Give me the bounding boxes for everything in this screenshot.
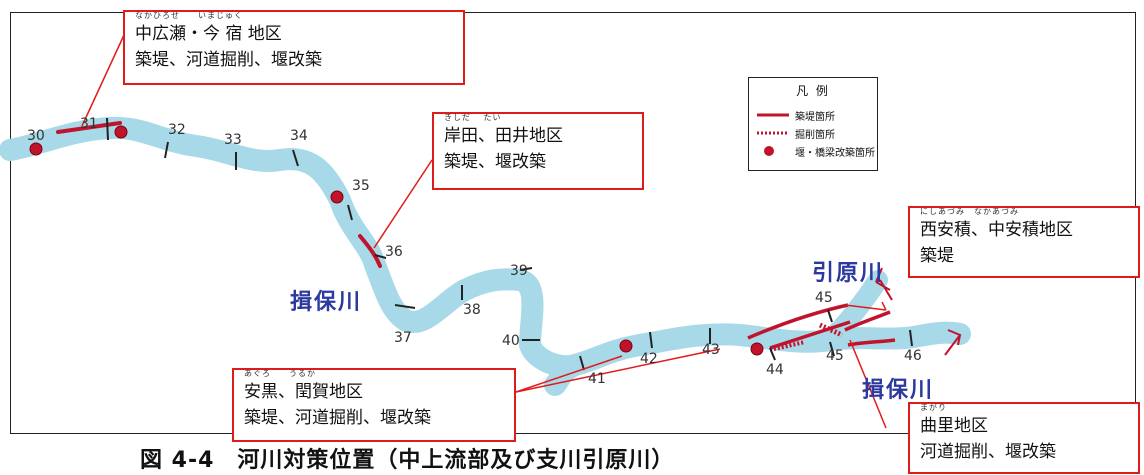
weir-42 xyxy=(619,339,633,353)
ruby-text: まがり xyxy=(920,403,947,412)
distance-marker-label: 44 xyxy=(766,362,784,378)
leader-kishida xyxy=(373,159,433,249)
ruby-text: にしあづみ なかあづみ xyxy=(920,207,1019,216)
leader-aguro-2 xyxy=(515,348,721,393)
area-name: 岸田、田井地区 xyxy=(444,126,563,146)
distance-marker-label: 32 xyxy=(168,122,186,138)
leader-nishiazumi-2 xyxy=(881,301,887,311)
area-name: 西安積、中安積地区 xyxy=(920,220,1073,240)
arrow-ibo-upstream xyxy=(944,329,962,356)
distance-marker-label: 33 xyxy=(224,132,242,148)
distance-marker-label: 39 xyxy=(510,263,528,279)
embankment-nishiazumi-2 xyxy=(769,320,851,350)
dotted-line-icon xyxy=(755,126,791,140)
leader-magari xyxy=(849,339,887,429)
river-label-ibo-right: 揖保川 xyxy=(862,378,935,403)
leader-aguro-1 xyxy=(515,355,623,393)
legend-label: 堰・橋梁改築箇所 xyxy=(795,147,875,159)
area-name: 曲里地区 xyxy=(920,416,988,436)
distance-marker-label: 30 xyxy=(27,128,45,144)
works-list: 河道掘削、堰改築 xyxy=(920,441,1056,462)
figure-caption: 図 4-4 河川対策位置（中上流部及び支川引原川） xyxy=(140,448,675,473)
callout-nishiazumi: にしあづみ なかあづみ 西安積、中安積地区 築堤 xyxy=(908,206,1140,278)
river-ibo xyxy=(0,116,971,378)
arrow-hikihara xyxy=(875,267,893,301)
legend-row-excavation: 掘削箇所 xyxy=(755,126,835,141)
distance-marker-label: 35 xyxy=(352,178,370,194)
solid-line-icon xyxy=(755,108,791,122)
works-list: 築堤 xyxy=(920,245,954,266)
callout-nakahirose: なかひろせ いまじゅく 中広瀬・今 宿 地区 築堤、河道掘削、堰改築 xyxy=(123,10,465,85)
distance-marker-label: 34 xyxy=(290,128,308,144)
works-list: 築堤、河道掘削、堰改築 xyxy=(244,407,431,428)
weir-44 xyxy=(750,342,764,356)
legend-title: 凡 例 xyxy=(796,84,830,98)
distance-marker-label: 42 xyxy=(640,351,658,367)
legend-row-weir: 堰・橋梁改築箇所 xyxy=(755,144,875,159)
legend-row-embankment: 築堤箇所 xyxy=(755,108,835,123)
distance-marker-label: 31 xyxy=(80,116,98,132)
embankment-nishiazumi-1 xyxy=(747,303,849,340)
distance-marker-label: 36 xyxy=(385,244,403,260)
legend-label: 掘削箇所 xyxy=(795,129,835,141)
distance-marker-label: 45 xyxy=(826,348,844,364)
callout-kishida: きしだ たい 岸田、田井地区 築堤、堰改築 xyxy=(432,112,644,190)
distance-marker-label: 37 xyxy=(394,330,412,346)
distance-marker-label: 43 xyxy=(702,342,720,358)
river-label-ibo-left: 揖保川 xyxy=(290,290,363,315)
works-list: 築堤、堰改築 xyxy=(444,151,546,172)
distance-marker-label: 41 xyxy=(588,371,606,387)
distance-marker-label: 38 xyxy=(463,302,481,318)
leader-nakahirose xyxy=(81,34,125,127)
legend-label: 築堤箇所 xyxy=(795,111,835,123)
embankment-kishida xyxy=(358,234,382,268)
weir-35 xyxy=(330,190,344,204)
distance-marker-label: 40 xyxy=(502,333,520,349)
callout-magari: まがり 曲里地区 河道掘削、堰改築 xyxy=(908,402,1140,474)
red-dot-icon xyxy=(755,144,791,158)
ruby-text: きしだ たい xyxy=(444,113,502,122)
callout-aguro: あぐろ うるか 安黒、閏賀地区 築堤、河道掘削、堰改築 xyxy=(232,368,516,442)
ruby-text: なかひろせ いまじゅく xyxy=(135,11,243,20)
leader-nishiazumi xyxy=(844,304,887,311)
weir-31 xyxy=(114,125,128,139)
embankment-nakahirose xyxy=(56,121,122,134)
distance-marker-label: 46 xyxy=(904,348,922,364)
river-label-hikihara: 引原川 xyxy=(812,261,885,286)
embankment-magari xyxy=(844,310,891,332)
excavation-aguro xyxy=(769,340,806,352)
excavation-magari xyxy=(818,322,844,338)
area-name: 中広瀬・今 宿 地区 xyxy=(135,24,282,44)
ruby-text: あぐろ うるか xyxy=(244,369,316,378)
works-list: 築堤、河道掘削、堰改築 xyxy=(135,49,322,70)
distance-marker-label: 45 xyxy=(815,290,833,306)
weir-30 xyxy=(29,142,43,156)
map-legend: 凡 例 築堤箇所 掘削箇所 堰・橋梁改築箇所 xyxy=(748,77,878,171)
area-name: 安黒、閏賀地区 xyxy=(244,382,363,402)
